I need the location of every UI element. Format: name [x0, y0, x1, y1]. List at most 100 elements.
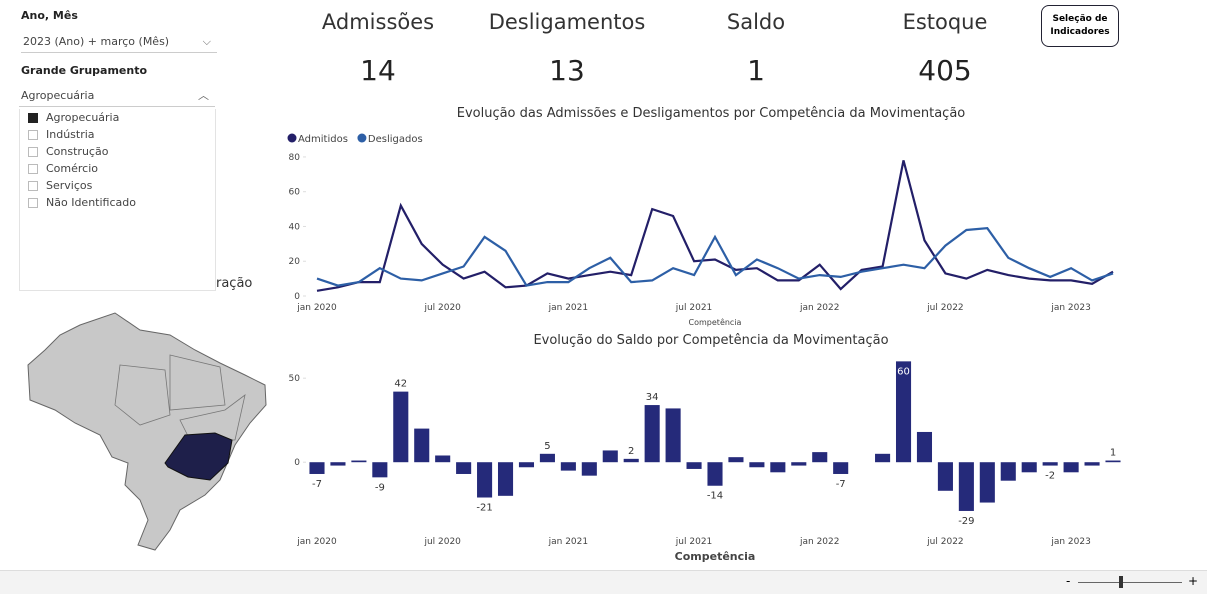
checkbox[interactable] [28, 112, 38, 123]
x-tick-label: jul 2021 [675, 537, 712, 547]
bar [979, 462, 995, 503]
bar [728, 457, 744, 463]
bar [581, 462, 597, 476]
data-label: -7 [836, 479, 846, 490]
period-dropdown[interactable]: 2023 (Ano) + março (Mês) ⌵ [21, 32, 217, 53]
period-value: 2023 (Ano) + março (Mês) [23, 35, 170, 48]
zoom-plus[interactable]: + [1188, 574, 1199, 588]
x-tick-label: jul 2020 [423, 537, 461, 547]
map [27, 312, 267, 551]
group-value: Agropecuária [21, 89, 95, 102]
y-tick-label: 0 [294, 458, 300, 468]
bar [623, 458, 639, 463]
kpi-label: Estoque [902, 10, 988, 34]
x-tick-label: jul 2022 [926, 537, 963, 547]
bar [309, 462, 325, 474]
legend-marker [287, 133, 297, 143]
bar [833, 462, 849, 474]
x-axis-label: Competência [689, 317, 742, 327]
data-label: 1 [1110, 448, 1116, 459]
y-tick-label: 80 [289, 153, 301, 163]
kpi-value: 1 [747, 54, 765, 87]
status-bar: - + [0, 570, 1207, 594]
x-tick-label: jan 2023 [1050, 537, 1091, 547]
data-label: -2 [1045, 471, 1055, 482]
indicator-button[interactable]: Seleção de Indicadores [1041, 5, 1119, 47]
data-label: 34 [646, 392, 659, 403]
option[interactable]: Agropecuária [20, 109, 215, 126]
bar [958, 462, 974, 511]
legend-label: Desligados [368, 134, 423, 145]
bar [1105, 460, 1121, 463]
x-tick-label: jan 2022 [799, 303, 840, 313]
map-title: ração [216, 276, 253, 291]
data-label: 42 [394, 379, 407, 390]
x-tick-label: jul 2021 [675, 303, 712, 313]
bar [916, 431, 933, 463]
option-label: Comércio [46, 162, 99, 175]
bar [414, 428, 430, 463]
checkbox[interactable] [28, 180, 38, 191]
y-tick-label: 50 [289, 374, 301, 384]
option[interactable]: Construção [20, 143, 215, 160]
data-label: 60 [897, 366, 910, 377]
bar [497, 462, 514, 496]
checkbox[interactable] [28, 163, 38, 174]
data-label: -9 [375, 482, 385, 493]
option[interactable]: Serviços [20, 177, 215, 194]
data-label: -21 [476, 503, 492, 514]
bar [895, 361, 912, 463]
bar [749, 462, 765, 468]
zoom-minus[interactable]: - [1066, 574, 1071, 588]
bar [1084, 462, 1100, 466]
y-tick-label: 20 [289, 257, 301, 267]
kpi-label: Desligamentos [488, 10, 646, 34]
x-tick-label: jan 2022 [799, 537, 840, 547]
data-label: -29 [958, 516, 974, 527]
y-tick-label: 0 [294, 292, 300, 302]
checkbox[interactable] [28, 197, 38, 208]
bar [539, 453, 555, 463]
button-label: Seleção de Indicadores [1050, 14, 1110, 37]
bar [560, 462, 576, 471]
kpi-value: 13 [549, 54, 585, 87]
option[interactable]: Indústria [20, 126, 215, 143]
zoom-thumb[interactable] [1119, 576, 1123, 588]
bar [665, 408, 681, 463]
chart-title: Evolução do Saldo por Competência da Mov… [533, 333, 888, 348]
checkbox[interactable] [28, 146, 38, 157]
bar [1000, 462, 1016, 481]
bar [644, 405, 660, 463]
option-label: Indústria [46, 128, 95, 141]
bar [435, 455, 451, 463]
x-tick-label: jan 2021 [548, 537, 589, 547]
charts: Evolução das Admissões e Desligamentos p… [287, 106, 1121, 563]
bar [1063, 462, 1079, 473]
zoom-track [1078, 582, 1182, 583]
kpi-label: Admissões [321, 10, 435, 34]
option[interactable]: Não Identificado [20, 194, 215, 211]
bar [1021, 462, 1037, 473]
option-label: Serviços [46, 179, 93, 192]
data-label: -7 [312, 479, 322, 490]
bar [770, 462, 786, 473]
x-tick-label: jul 2020 [423, 303, 461, 313]
bar [686, 462, 702, 469]
bar [518, 462, 535, 468]
chevron: ︿ [198, 89, 209, 102]
bar [812, 452, 828, 463]
selected-state[interactable] [164, 432, 233, 481]
kpi-label: Saldo [726, 10, 786, 34]
checkbox[interactable] [28, 129, 38, 140]
option[interactable]: Comércio [20, 160, 215, 177]
group-dropdown[interactable]: Agropecuária ︿ [19, 86, 215, 107]
bar [456, 462, 472, 474]
bar [937, 462, 953, 491]
legend-marker [357, 133, 367, 143]
x-tick-label: jan 2020 [296, 303, 337, 313]
option-list: Agropecuária Indústria Construção Comércio S… [19, 109, 216, 291]
chart-title: Evolução das Admissões e Desligamentos p… [457, 106, 966, 121]
option-label: Não Identificado [46, 196, 136, 209]
bar [1042, 462, 1058, 466]
